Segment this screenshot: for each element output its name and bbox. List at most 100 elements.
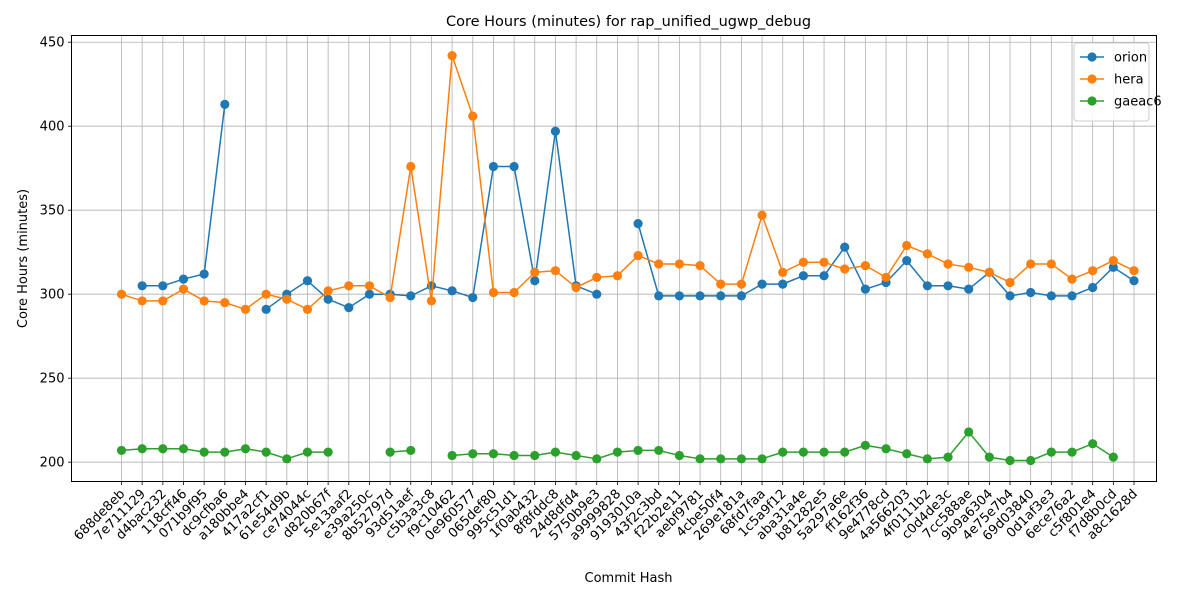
data-point-hera (757, 210, 767, 220)
data-point-hera (654, 259, 664, 269)
data-point-hera (509, 287, 519, 298)
data-point-gaeac6 (757, 454, 767, 464)
data-point-gaeac6 (385, 447, 395, 457)
data-point-hera (116, 289, 127, 299)
data-point-gaeac6 (902, 449, 912, 459)
data-point-gaeac6 (1026, 455, 1036, 466)
data-point-gaeac6 (1108, 452, 1118, 462)
data-point-gaeac6 (447, 450, 457, 461)
data-point-hera (922, 249, 932, 259)
data-point-gaeac6 (819, 447, 829, 457)
data-point-hera (984, 267, 994, 277)
data-point-hera (158, 296, 168, 306)
data-point-gaeac6 (323, 447, 333, 457)
data-point-hera (406, 161, 416, 172)
data-point-gaeac6 (943, 452, 953, 462)
data-point-orion (468, 292, 478, 303)
data-point-gaeac6 (654, 445, 664, 456)
data-point-gaeac6 (220, 447, 230, 457)
legend-marker-orion (1087, 52, 1097, 62)
data-point-gaeac6 (178, 444, 189, 454)
data-point-hera (426, 296, 437, 306)
y-tick-label: 200 (40, 456, 65, 471)
plot-frame (71, 35, 1157, 482)
data-point-orion (178, 274, 189, 284)
data-point-hera (840, 264, 850, 274)
data-point-orion (964, 284, 974, 294)
series-layer (116, 51, 1139, 466)
data-point-orion (447, 286, 457, 296)
data-point-gaeac6 (1088, 439, 1098, 449)
data-point-hera (1026, 259, 1036, 269)
data-point-orion (406, 291, 416, 301)
data-point-orion (137, 281, 147, 291)
data-point-orion (302, 276, 313, 286)
data-point-gaeac6 (716, 454, 726, 464)
series-hera (116, 51, 1139, 314)
legend-marker-hera (1087, 74, 1097, 84)
data-point-orion (840, 242, 850, 252)
data-point-gaeac6 (964, 427, 974, 437)
x-axis: 688de8eb7e711129d4bac232118cff46071b9f95… (71, 481, 1141, 544)
data-point-hera (716, 279, 726, 289)
data-point-hera (902, 240, 912, 251)
data-point-hera (1005, 277, 1015, 288)
data-point-gaeac6 (530, 450, 540, 461)
data-point-hera (592, 272, 602, 282)
data-point-hera (1088, 266, 1098, 276)
data-point-gaeac6 (261, 447, 271, 457)
legend: orion hera gaeac6 (1073, 42, 1162, 122)
data-point-gaeac6 (633, 445, 643, 456)
data-point-gaeac6 (778, 447, 788, 457)
x-axis-label: Commit Hash (585, 571, 673, 586)
data-point-hera (137, 296, 147, 306)
data-point-hera (530, 267, 540, 277)
data-point-orion (344, 303, 354, 313)
data-point-hera (964, 262, 974, 272)
data-point-gaeac6 (612, 447, 623, 457)
data-point-hera (385, 292, 395, 303)
data-point-gaeac6 (116, 445, 127, 456)
data-point-orion (654, 291, 664, 301)
data-point-hera (612, 271, 623, 281)
data-point-orion (902, 255, 912, 266)
data-point-hera (447, 51, 457, 61)
data-point-hera (943, 259, 953, 269)
grid (71, 35, 1157, 482)
data-point-orion (757, 279, 767, 289)
data-point-orion (261, 304, 271, 314)
data-point-gaeac6 (406, 445, 416, 456)
data-point-hera (674, 259, 685, 269)
data-point-orion (943, 281, 953, 291)
data-point-orion (674, 291, 685, 301)
data-point-orion (323, 294, 333, 304)
data-point-gaeac6 (840, 447, 850, 457)
data-point-gaeac6 (860, 440, 870, 450)
data-point-hera (798, 257, 808, 267)
data-point-gaeac6 (695, 454, 705, 464)
y-axis-label: Core Hours (minutes) (16, 189, 31, 328)
data-point-gaeac6 (1046, 447, 1056, 457)
data-point-hera (261, 289, 271, 299)
data-point-hera (881, 272, 891, 282)
data-point-hera (550, 266, 561, 276)
data-point-gaeac6 (592, 454, 602, 464)
data-point-orion (592, 289, 602, 299)
data-point-hera (633, 250, 643, 261)
legend-label-hera: hera (1114, 73, 1144, 88)
data-point-hera (1067, 274, 1077, 284)
data-point-gaeac6 (1067, 447, 1077, 457)
data-point-gaeac6 (137, 444, 147, 454)
data-point-orion (1108, 262, 1118, 272)
data-point-orion (530, 276, 540, 286)
data-point-gaeac6 (302, 447, 313, 457)
data-point-gaeac6 (922, 454, 932, 464)
data-point-gaeac6 (571, 450, 581, 461)
data-point-orion (860, 284, 870, 294)
y-axis: 200 250 300 350 400 450 (40, 36, 72, 471)
chart-title: Core Hours (minutes) for rap_unified_ugw… (446, 14, 811, 30)
data-point-orion (1026, 287, 1036, 298)
data-point-orion (1088, 282, 1098, 293)
legend-marker-gaeac6 (1087, 96, 1097, 106)
